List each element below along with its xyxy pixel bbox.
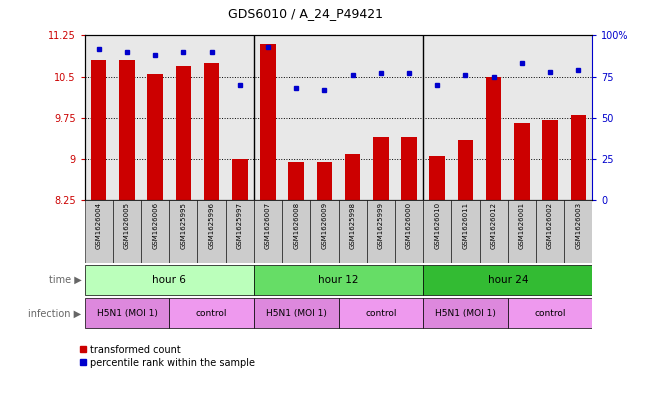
Text: GSM1626006: GSM1626006: [152, 202, 158, 250]
Bar: [536, 200, 564, 263]
Text: GSM1626010: GSM1626010: [434, 202, 440, 250]
Bar: [423, 200, 451, 263]
Bar: [339, 200, 367, 263]
Bar: [91, 60, 107, 200]
Bar: [542, 119, 558, 200]
Bar: [367, 200, 395, 263]
Text: GSM1625997: GSM1625997: [237, 202, 243, 249]
Text: control: control: [365, 309, 396, 318]
Bar: [316, 162, 332, 200]
Bar: [486, 77, 501, 200]
Bar: [147, 74, 163, 200]
Bar: [508, 200, 536, 263]
Bar: [226, 200, 254, 263]
Text: H5N1 (MOI 1): H5N1 (MOI 1): [266, 309, 327, 318]
Bar: [395, 200, 423, 263]
Bar: [85, 298, 169, 329]
Text: hour 24: hour 24: [488, 275, 528, 285]
Bar: [508, 298, 592, 329]
Bar: [85, 200, 113, 263]
Bar: [197, 200, 226, 263]
Text: control: control: [534, 309, 566, 318]
Bar: [169, 298, 254, 329]
Bar: [401, 137, 417, 200]
Bar: [113, 200, 141, 263]
Text: GSM1626009: GSM1626009: [322, 202, 327, 250]
Text: GSM1625998: GSM1625998: [350, 202, 355, 249]
Legend: transformed count, percentile rank within the sample: transformed count, percentile rank withi…: [76, 341, 259, 371]
Bar: [119, 60, 135, 200]
Bar: [570, 115, 586, 200]
Text: GSM1626012: GSM1626012: [491, 202, 497, 249]
Text: H5N1 (MOI 1): H5N1 (MOI 1): [96, 309, 158, 318]
Bar: [345, 154, 361, 200]
Text: hour 6: hour 6: [152, 275, 186, 285]
Bar: [232, 159, 247, 200]
Bar: [204, 63, 219, 200]
Bar: [423, 265, 592, 295]
Bar: [260, 44, 276, 200]
Bar: [282, 200, 311, 263]
Bar: [423, 298, 508, 329]
Bar: [254, 200, 282, 263]
Text: GSM1626011: GSM1626011: [462, 202, 469, 250]
Text: GSM1626008: GSM1626008: [293, 202, 299, 250]
Text: infection ▶: infection ▶: [28, 309, 81, 318]
Text: GSM1626001: GSM1626001: [519, 202, 525, 250]
Text: GSM1626007: GSM1626007: [265, 202, 271, 250]
Text: GDS6010 / A_24_P49421: GDS6010 / A_24_P49421: [229, 7, 383, 20]
Bar: [288, 162, 304, 200]
Bar: [311, 200, 339, 263]
Bar: [564, 200, 592, 263]
Bar: [169, 200, 197, 263]
Bar: [430, 156, 445, 200]
Bar: [373, 137, 389, 200]
Text: GSM1625996: GSM1625996: [208, 202, 215, 249]
Text: control: control: [196, 309, 227, 318]
Text: GSM1625995: GSM1625995: [180, 202, 186, 249]
Bar: [458, 140, 473, 200]
Text: GSM1626004: GSM1626004: [96, 202, 102, 249]
Text: GSM1625999: GSM1625999: [378, 202, 384, 249]
Bar: [176, 66, 191, 200]
Text: GSM1626005: GSM1626005: [124, 202, 130, 249]
Bar: [451, 200, 480, 263]
Text: hour 12: hour 12: [318, 275, 359, 285]
Bar: [141, 200, 169, 263]
Bar: [339, 298, 423, 329]
Text: H5N1 (MOI 1): H5N1 (MOI 1): [435, 309, 496, 318]
Text: time ▶: time ▶: [49, 275, 81, 285]
Bar: [480, 200, 508, 263]
Bar: [254, 265, 423, 295]
Text: GSM1626002: GSM1626002: [547, 202, 553, 249]
Text: GSM1626000: GSM1626000: [406, 202, 412, 250]
Bar: [254, 298, 339, 329]
Text: GSM1626003: GSM1626003: [575, 202, 581, 250]
Bar: [85, 265, 254, 295]
Bar: [514, 123, 530, 200]
